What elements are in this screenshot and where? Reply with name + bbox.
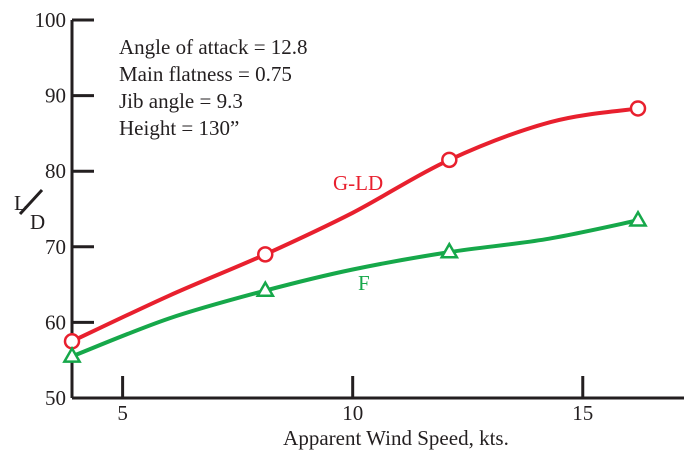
series-line-f <box>70 218 640 359</box>
data-point-f <box>439 241 460 259</box>
annotation-height: Height = 130” <box>119 116 239 140</box>
data-point-g-ld <box>629 100 647 117</box>
y-tick-label: 100 <box>35 8 67 32</box>
y-axis-label-slash <box>18 188 44 216</box>
data-point-g-ld <box>441 151 458 169</box>
data-point-f <box>628 209 648 227</box>
annotation-angle-of-attack: Angle of attack = 12.8 <box>119 35 308 59</box>
series-label-g-ld: G-LD <box>333 171 383 195</box>
series-line-g-ld <box>70 106 640 344</box>
parameters-annotation: Angle of attack = 12.8 Main flatness = 0… <box>119 35 308 140</box>
y-tick-label: 70 <box>45 235 66 259</box>
data-point-g-ld <box>257 246 274 263</box>
data-point-f <box>255 280 276 298</box>
ticks: 50 60 70 80 90 100 5 10 15 <box>35 8 594 425</box>
y-tick-label: 80 <box>45 159 66 183</box>
y-tick-label: 60 <box>45 310 66 334</box>
annotation-jib-angle: Jib angle = 9.3 <box>119 89 243 113</box>
data-point-f <box>62 345 82 363</box>
x-tick-label: 15 <box>572 401 593 425</box>
y-axis-label-denominator: D <box>30 210 45 234</box>
y-tick-label: 50 <box>45 386 66 410</box>
x-axis-label: Apparent Wind Speed, kts. <box>283 426 509 450</box>
x-tick-label: 10 <box>342 401 363 425</box>
y-tick-label: 90 <box>45 84 66 108</box>
y-axis-label: L D <box>14 188 45 234</box>
series-group <box>62 100 648 363</box>
annotation-main-flatness: Main flatness = 0.75 <box>119 62 292 86</box>
figure-footer-text: 024 <box>5 449 37 454</box>
x-tick-label: 5 <box>117 401 128 425</box>
series-label-f: F <box>358 271 370 295</box>
